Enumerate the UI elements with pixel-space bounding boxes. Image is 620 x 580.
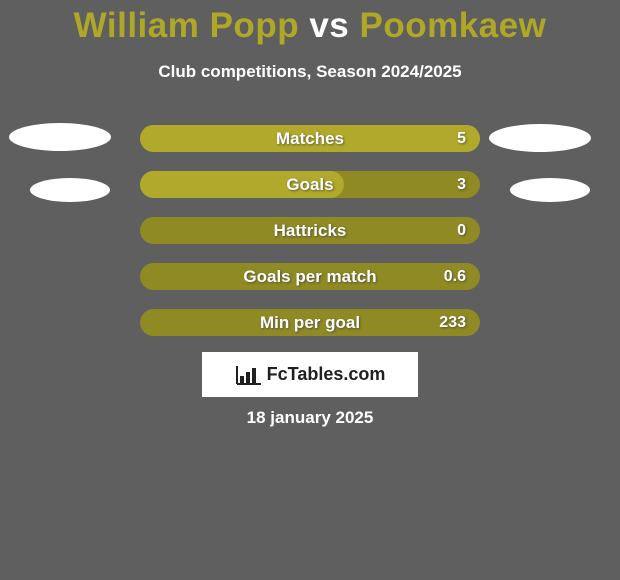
stat-value: 0	[457, 217, 466, 244]
bar-chart-icon	[235, 364, 263, 386]
stat-bars: Matches5Goals3Hattricks0Goals per match0…	[0, 125, 620, 355]
comparison-infographic: William Popp vs Poomkaew Club competitio…	[0, 0, 620, 580]
stat-label: Hattricks	[140, 217, 480, 244]
title-player1: William Popp	[74, 6, 299, 45]
stat-bar-track: Min per goal233	[140, 309, 480, 336]
stat-bar-fill	[140, 125, 480, 152]
stat-row: Goals per match0.6	[0, 263, 620, 309]
side-ellipse-2	[30, 178, 110, 202]
stat-bar-track: Matches5	[140, 125, 480, 152]
stat-row: Min per goal233	[0, 309, 620, 355]
stat-row: Hattricks0	[0, 217, 620, 263]
stat-label: Min per goal	[140, 309, 480, 336]
title-vs: vs	[309, 6, 349, 45]
logo-prefix: Fc	[267, 364, 288, 384]
stat-label: Goals per match	[140, 263, 480, 290]
logo-suffix: Tables.com	[288, 364, 386, 384]
stat-value: 233	[439, 309, 466, 336]
stat-bar-track: Goals3	[140, 171, 480, 198]
side-ellipse-0	[9, 123, 111, 151]
stat-value: 0.6	[444, 263, 466, 290]
date-text: 18 january 2025	[0, 408, 620, 428]
title-player2: Poomkaew	[359, 6, 546, 45]
subtitle: Club competitions, Season 2024/2025	[0, 62, 620, 82]
stat-value: 3	[457, 171, 466, 198]
side-ellipse-1	[489, 124, 591, 152]
page-title: William Popp vs Poomkaew	[0, 6, 620, 46]
logo-text: FcTables.com	[267, 364, 386, 385]
stat-bar-track: Goals per match0.6	[140, 263, 480, 290]
logo-box: FcTables.com	[202, 352, 418, 397]
stat-bar-track: Hattricks0	[140, 217, 480, 244]
side-ellipse-3	[510, 178, 590, 202]
stat-bar-fill	[140, 171, 344, 198]
